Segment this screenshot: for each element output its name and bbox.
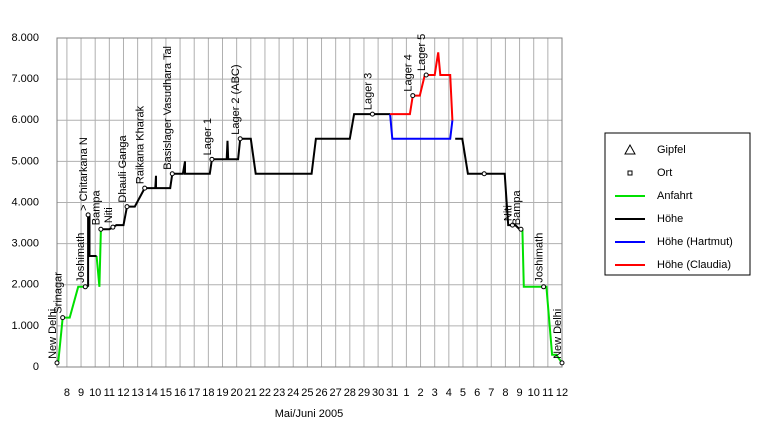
place-label: Lager 3 xyxy=(362,73,374,110)
line-series xyxy=(389,114,454,140)
place-marker xyxy=(541,284,547,290)
x-axis-label: Mai/Juni 2005 xyxy=(275,408,344,420)
x-tick-label: 1 xyxy=(403,387,409,399)
place-marker xyxy=(54,360,60,366)
x-tick-label: 8 xyxy=(64,387,70,399)
y-tick-label: 5.000 xyxy=(11,155,39,167)
legend-label: Höhe (Hartmut) xyxy=(657,236,733,248)
y-tick-label: 1.000 xyxy=(11,320,39,332)
place-label: New Delhi xyxy=(47,309,59,359)
y-tick-label: 7.000 xyxy=(11,73,39,85)
place-marker xyxy=(209,156,215,162)
place-label: Niti xyxy=(502,205,514,221)
place-label: Dhauli Ganga xyxy=(117,134,129,202)
place-marker xyxy=(85,212,91,218)
place-label: Lager 5 xyxy=(416,34,428,71)
x-tick-label: 9 xyxy=(78,387,84,399)
place-marker xyxy=(82,284,88,290)
x-tick-label: 4 xyxy=(446,387,452,399)
place-marker xyxy=(142,185,148,191)
place-label: Raikana Kharak xyxy=(135,105,147,184)
x-tick-label: 8 xyxy=(502,387,508,399)
y-tick-label: 2.000 xyxy=(11,279,39,291)
x-tick-label: 12 xyxy=(117,387,129,399)
y-tick-label: 8.000 xyxy=(11,32,39,44)
legend-label: Höhe xyxy=(657,213,683,225)
x-tick-label: 3 xyxy=(432,387,438,399)
x-tick-label: 15 xyxy=(160,387,172,399)
place-label: Niti xyxy=(103,207,115,223)
place-label: Lager 4 xyxy=(403,54,415,91)
x-tick-label: 28 xyxy=(344,387,356,399)
line-series xyxy=(390,52,454,121)
place-label: Lager 2 (ABC) xyxy=(230,64,242,134)
place-label: Basislager Vasudhara Tal xyxy=(162,46,174,170)
y-tick-label: 4.000 xyxy=(11,196,39,208)
x-tick-label: 27 xyxy=(330,387,342,399)
legend-label: Gipfel xyxy=(657,144,686,156)
x-tick-label: 14 xyxy=(146,387,158,399)
place-marker xyxy=(410,93,416,99)
legend-label: Anfahrt xyxy=(657,190,692,202)
place-marker xyxy=(369,111,375,117)
place-marker xyxy=(124,204,130,210)
x-tick-label: 10 xyxy=(528,387,540,399)
x-tick-label: 17 xyxy=(188,387,200,399)
x-tick-label: 29 xyxy=(358,387,370,399)
place-marker xyxy=(169,171,175,177)
x-tick-label: 21 xyxy=(245,387,257,399)
place-label: Bampa xyxy=(91,189,103,225)
legend-symbol xyxy=(624,143,636,155)
place-marker xyxy=(110,224,116,230)
x-tick-label: 12 xyxy=(556,387,568,399)
y-tick-label: 0 xyxy=(33,361,39,373)
x-tick-label: 20 xyxy=(231,387,243,399)
x-tick-label: 23 xyxy=(273,387,285,399)
x-tick-label: 7 xyxy=(488,387,494,399)
legend-symbol xyxy=(627,170,633,176)
place-marker xyxy=(481,171,487,177)
x-tick-label: 13 xyxy=(132,387,144,399)
x-tick-label: 25 xyxy=(301,387,313,399)
legend-label: Ort xyxy=(657,167,672,179)
x-tick-label: 24 xyxy=(287,387,299,399)
place-marker xyxy=(423,72,429,78)
place-label: Joshimath xyxy=(534,233,546,283)
place-label: Lager 1 xyxy=(202,118,214,155)
x-tick-label: 11 xyxy=(542,387,553,399)
x-tick-label: 30 xyxy=(372,387,384,399)
x-tick-label: 31 xyxy=(386,387,398,399)
x-tick-label: 18 xyxy=(202,387,214,399)
place-label: New Delhi xyxy=(552,309,564,359)
legend xyxy=(604,132,751,276)
y-tick-label: 3.000 xyxy=(11,238,39,250)
x-tick-label: 5 xyxy=(460,387,466,399)
place-marker xyxy=(60,315,66,321)
x-tick-label: 10 xyxy=(89,387,101,399)
place-label: Joshimath xyxy=(75,233,87,283)
plot-frame xyxy=(56,37,563,368)
x-tick-label: 22 xyxy=(259,387,271,399)
x-tick-label: 2 xyxy=(417,387,423,399)
x-tick-label: 19 xyxy=(216,387,228,399)
x-tick-label: 11 xyxy=(104,387,115,399)
place-label: Bampa xyxy=(511,189,523,225)
x-tick-label: 26 xyxy=(315,387,327,399)
place-marker xyxy=(237,136,243,142)
legend-label: Höhe (Claudia) xyxy=(657,259,731,271)
place-label: > Chitarkana N xyxy=(78,137,90,211)
place-label: Srinagar xyxy=(53,272,65,314)
x-tick-label: 16 xyxy=(174,387,186,399)
place-marker xyxy=(509,222,515,228)
place-marker xyxy=(559,360,565,366)
y-tick-label: 6.000 xyxy=(11,114,39,126)
place-marker xyxy=(518,226,524,232)
x-tick-label: 6 xyxy=(474,387,480,399)
place-marker xyxy=(98,226,104,232)
x-tick-label: 9 xyxy=(517,387,523,399)
